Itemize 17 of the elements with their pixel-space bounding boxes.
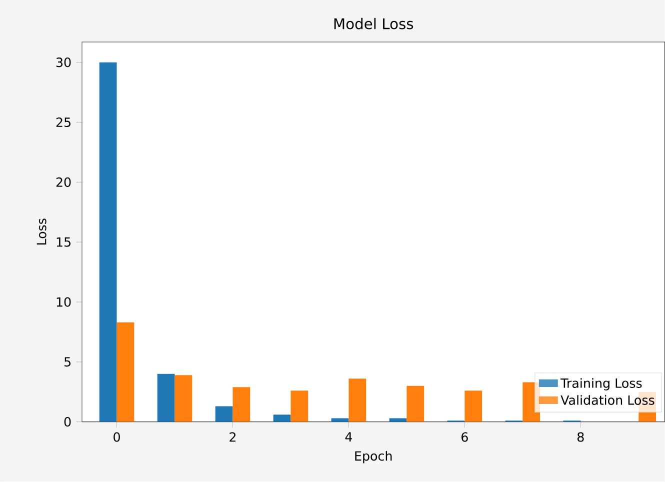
chart-title: Model Loss [334,18,414,30]
y-tick-label: 15 [56,237,70,247]
x-tick-label: 4 [345,432,352,442]
y-tick-label: 20 [56,177,71,188]
y-tick-label: 25 [56,118,70,128]
y-tick-label: 0 [64,417,71,427]
x-tick-label: 0 [114,432,120,442]
y-axis-title: Loss [36,218,46,245]
y-tick-label: 10 [56,297,71,307]
x-tick-label: 2 [230,432,236,442]
x-axis-title: Epoch [355,451,392,464]
x-tick-label: 6 [462,432,468,442]
legend-label: Validation Loss [560,395,654,406]
y-tick-label: 30 [56,58,71,68]
legend-label: Training Loss [560,378,642,391]
y-tick-label: 5 [64,357,70,367]
x-tick-label: 8 [577,432,584,442]
